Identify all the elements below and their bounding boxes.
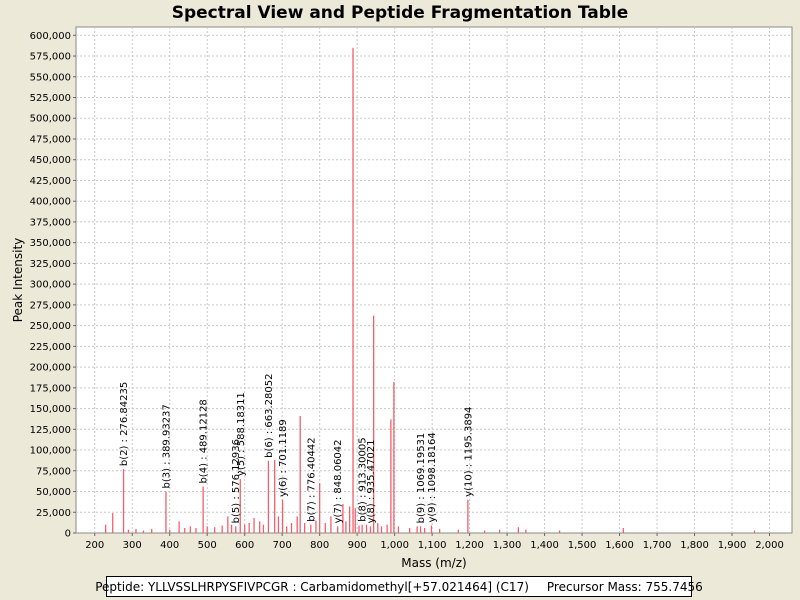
precursor-mass: Precursor Mass: 755.7456	[546, 579, 703, 594]
x-tick-label: 300	[123, 540, 142, 551]
plot-area	[75, 26, 793, 534]
y-tick-label: 575,000	[30, 52, 71, 63]
x-tick-label: 200	[85, 540, 104, 551]
axes: 0 25,000 50,000 75,000 100,000 125,000 150,000…	[30, 31, 784, 551]
fragment-label: y(10) : 1195.3894	[463, 407, 474, 497]
y-tick-label: 150,000	[30, 404, 71, 415]
x-tick-label: 1,100	[418, 540, 447, 551]
y-tick-label: 400,000	[30, 197, 71, 208]
x-tick-label: 1,800	[680, 540, 709, 551]
y-tick-label: 75,000	[36, 466, 71, 477]
fragment-label: b(2) : 276.84235	[119, 382, 130, 466]
fragment-label: y(7) : 848.06042	[333, 439, 344, 523]
fragment-label: y(9) : 1098.18164	[427, 432, 438, 522]
x-tick-label: 900	[348, 540, 367, 551]
y-tick-label: 450,000	[30, 155, 71, 166]
y-tick-label: 225,000	[30, 342, 71, 353]
fragment-label: b(4) : 489.12128	[199, 399, 210, 483]
fragment-label: b(9) : 1069.19531	[416, 433, 427, 524]
peptide-info-box: Peptide: YLLVSSLHRPYSFIVPCGR : Carbamido…	[95, 576, 703, 597]
fragment-label: b(5) : 576.12936	[231, 439, 242, 523]
y-tick-label: 325,000	[30, 259, 71, 270]
y-tick-label: 200,000	[30, 363, 71, 374]
y-tick-label: 375,000	[30, 217, 71, 228]
y-tick-label: 125,000	[30, 425, 71, 436]
x-tick-label: 500	[198, 540, 217, 551]
x-tick-label: 1,300	[493, 540, 522, 551]
y-tick-label: 25,000	[36, 508, 71, 519]
y-tick-label: 100,000	[30, 446, 71, 457]
x-tick-label: 800	[310, 540, 329, 551]
fragment-label: y(8) : 935.47021	[366, 439, 377, 523]
x-tick-label: 700	[273, 540, 292, 551]
y-tick-label: 500,000	[30, 114, 71, 125]
peptide-sequence: Peptide: YLLVSSLHRPYSFIVPCGR : Carbamido…	[95, 579, 529, 594]
x-tick-label: 600	[235, 540, 254, 551]
x-tick-label: 1,700	[643, 540, 672, 551]
peak-series	[104, 47, 756, 533]
fragment-label: y(5) : 588.18311	[236, 392, 247, 476]
y-tick-label: 550,000	[30, 72, 71, 83]
grid-lines	[76, 27, 792, 533]
y-tick-label: 175,000	[30, 383, 71, 394]
fragment-label: b(8) : 913.30005	[358, 437, 369, 521]
y-tick-label: 250,000	[30, 321, 71, 332]
y-tick-label: 300,000	[30, 280, 71, 291]
y-tick-label: 275,000	[30, 300, 71, 311]
fragment-label: b(3) : 389.93237	[161, 404, 172, 488]
x-tick-label: 2,000	[755, 540, 784, 551]
chart-title: Spectral View and Peptide Fragmentation …	[171, 3, 629, 23]
fragment-label: y(6) : 701.1189	[278, 419, 289, 497]
x-tick-label: 1,600	[605, 540, 634, 551]
y-tick-label: 525,000	[30, 93, 71, 104]
fragment-label: b(6) : 663.28052	[264, 374, 275, 458]
y-axis-label: Peak Intensity	[11, 238, 25, 323]
y-tick-label: 425,000	[30, 176, 71, 187]
y-tick-label: 350,000	[30, 238, 71, 249]
y-tick-label: 600,000	[30, 31, 71, 42]
x-tick-label: 1,900	[718, 540, 747, 551]
x-tick-label: 1,500	[568, 540, 597, 551]
fragment-annotations: b(2) : 276.84235 b(3) : 389.93237 b(4) : 4…	[119, 374, 474, 524]
x-tick-label: 400	[160, 540, 179, 551]
y-tick-label: 475,000	[30, 134, 71, 145]
x-tick-label: 1,400	[530, 540, 559, 551]
x-tick-label: 1,200	[455, 540, 484, 551]
x-tick-label: 1,000	[380, 540, 409, 551]
fragment-label: b(7) : 776.40442	[306, 437, 317, 521]
x-axis-label: Mass (m/z)	[401, 556, 466, 570]
y-tick-label: 50,000	[36, 487, 71, 498]
y-tick-label: 0	[65, 529, 71, 540]
